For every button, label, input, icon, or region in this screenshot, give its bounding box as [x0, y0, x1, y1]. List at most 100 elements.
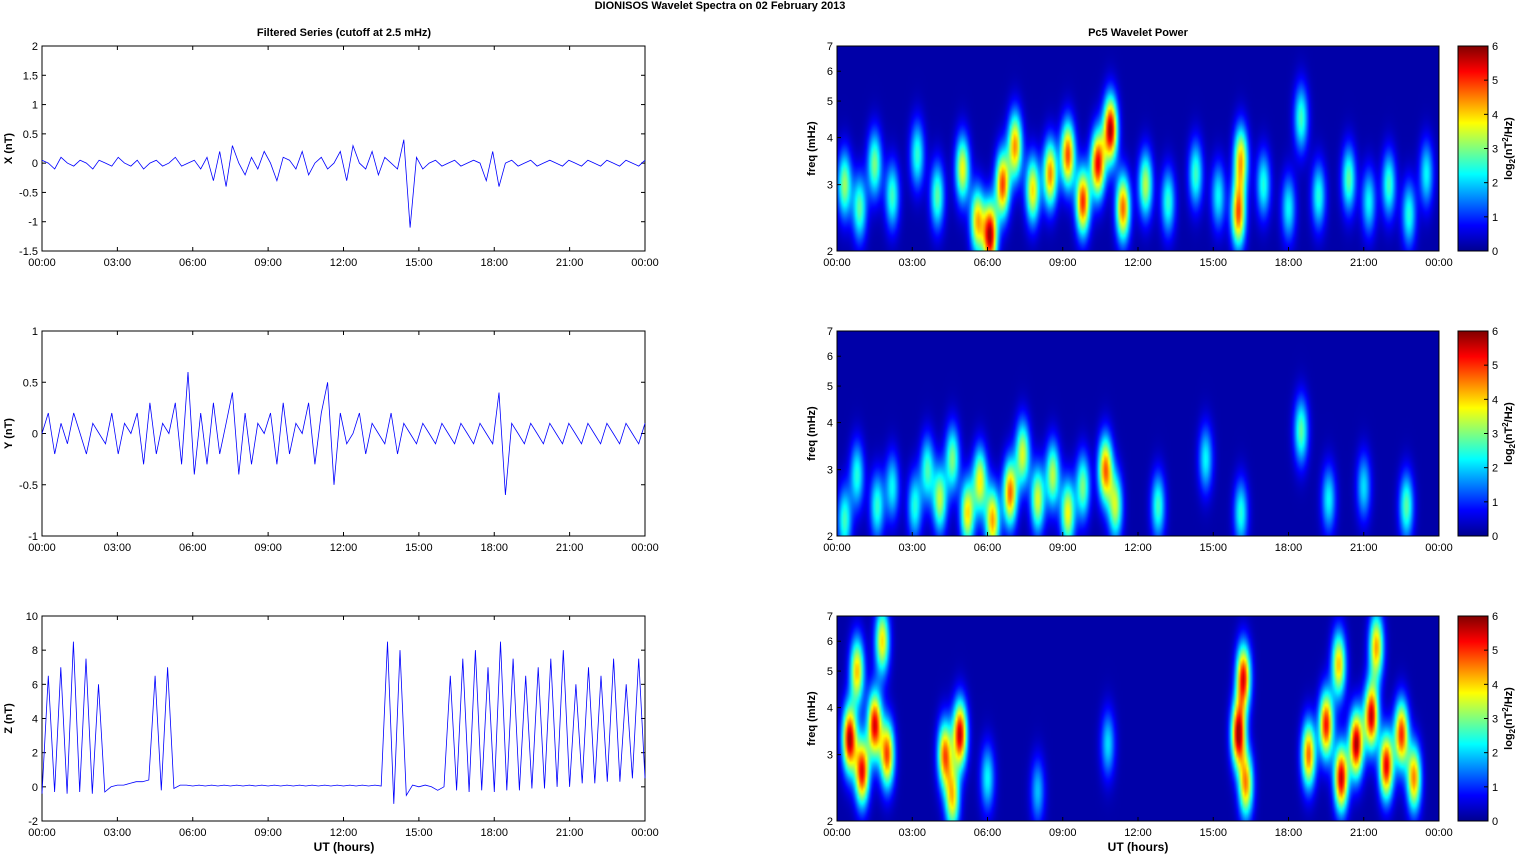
colorbar-tick-label: 4 [1492, 679, 1498, 691]
filtered-series-panels: 21.510.50-0.5-1-1.500:00 03:00 06:00 09:00 1… [3, 41, 659, 839]
x-tick-label: 06:00 [974, 542, 1002, 554]
x-tick-label: 03:00 [898, 257, 926, 269]
colorbar-tick-label: 2 [1492, 463, 1498, 475]
colorbar-gradient [1457, 615, 1489, 822]
colorbar-label: log2(nT2/Hz) [1501, 117, 1517, 180]
colorbar-tick-label: 3 [1492, 714, 1498, 726]
x-tick-label: 09:00 [254, 542, 282, 554]
y-tick-label: -0.5 [19, 187, 38, 199]
y-tick-label: 4 [827, 133, 833, 145]
y-tick-label: 3 [827, 180, 833, 192]
series-panel-y: 10.50-0.5-100:00 03:00 06:00 09:00 12:00 15:0… [3, 326, 659, 554]
x-tick-label: 03:00 [104, 827, 132, 839]
y-axis-label: freq (mHz) [806, 121, 818, 176]
colorbar-tick-label: 5 [1492, 645, 1498, 657]
plot-frame [41, 615, 646, 822]
colorbar-tick-label: 0 [1492, 531, 1498, 543]
series-line [41, 371, 646, 496]
x-tick-label: 21:00 [1350, 257, 1378, 269]
x-tick-label: 21:00 [556, 827, 584, 839]
colorbar-gradient [1457, 330, 1489, 537]
colorbar-tick-label: 3 [1492, 429, 1498, 441]
colorbar-tick-label: 1 [1492, 782, 1498, 794]
plot-frame [41, 45, 646, 252]
plot-frame [41, 330, 646, 537]
colorbar-tick-label: 2 [1492, 748, 1498, 760]
y-tick-label: 2 [827, 816, 833, 828]
x-tick-label: 18:00 [480, 542, 508, 554]
x-tick-label: 18:00 [480, 827, 508, 839]
colorbar-tick-label: 0 [1492, 816, 1498, 828]
y-tick-label: -1 [28, 531, 38, 543]
y-tick-label: 7 [827, 611, 833, 623]
y-tick-label: 6 [827, 636, 833, 648]
x-tick-label: 21:00 [556, 542, 584, 554]
x-tick-label: 12:00 [1124, 827, 1152, 839]
x-tick-label: 18:00 [1275, 827, 1303, 839]
x-tick-label: 03:00 [104, 542, 132, 554]
x-tick-label: 03:00 [898, 542, 926, 554]
x-tick-label: 00:00 [1425, 827, 1453, 839]
colorbar: 0 1 2 3 4 5 6 log2(nT2/Hz) [1457, 326, 1517, 543]
colorbar-tick-label: 4 [1492, 394, 1498, 406]
x-tick-label: 15:00 [405, 827, 433, 839]
y-tick-label: 7 [827, 41, 833, 53]
x-tick-label: 06:00 [179, 257, 207, 269]
wavelet-power-panels: 2 3 4 5 6 7 00:00 03:00 06:00 09:00 12:00 15:00 18:0… [806, 41, 1517, 839]
x-tick-label: 00:00 [823, 257, 851, 269]
series-line [41, 641, 646, 804]
x-tick-label: 06:00 [974, 257, 1002, 269]
x-tick-label: 00:00 [28, 257, 56, 269]
series-line [41, 139, 646, 228]
colorbar-tick-label: 6 [1492, 326, 1498, 338]
x-tick-label: 15:00 [405, 257, 433, 269]
x-tick-label: 12:00 [330, 257, 358, 269]
y-axis-label: Y (nT) [3, 418, 15, 449]
y-tick-label: 5 [827, 666, 833, 678]
y-tick-label: 3 [827, 750, 833, 762]
y-tick-label: 0 [32, 782, 38, 794]
x-tick-label: 09:00 [1049, 542, 1077, 554]
y-axis-label: X (nT) [3, 133, 15, 164]
x-tick-label: 03:00 [104, 257, 132, 269]
wavelet-power-heatmap [837, 616, 1439, 821]
x-tick-label: 09:00 [1049, 827, 1077, 839]
x-tick-label: 15:00 [1199, 257, 1227, 269]
x-tick-label: 18:00 [480, 257, 508, 269]
x-tick-label: 12:00 [330, 827, 358, 839]
y-axis-label: freq (mHz) [806, 691, 818, 746]
x-tick-label: 00:00 [631, 542, 659, 554]
y-tick-label: 2 [32, 748, 38, 760]
x-tick-label: 06:00 [179, 827, 207, 839]
y-tick-label: 0 [32, 158, 38, 170]
x-tick-label: 18:00 [1275, 542, 1303, 554]
x-tick-label: 00:00 [823, 542, 851, 554]
y-tick-label: 5 [827, 381, 833, 393]
x-tick-label: 00:00 [1425, 257, 1453, 269]
y-tick-label: 6 [827, 351, 833, 363]
y-tick-label: 5 [827, 96, 833, 108]
x-tick-label: 12:00 [330, 542, 358, 554]
y-tick-label: 2 [827, 531, 833, 543]
wavelet-power-heatmap [837, 46, 1439, 251]
y-tick-label: 2 [827, 246, 833, 258]
x-tick-label: 15:00 [405, 542, 433, 554]
x-tick-label: 00:00 [823, 827, 851, 839]
colorbar-tick-label: 0 [1492, 246, 1498, 258]
x-tick-label: 09:00 [1049, 257, 1077, 269]
x-tick-label: 21:00 [1350, 827, 1378, 839]
x-tick-label: 06:00 [179, 542, 207, 554]
right-column-title: Pc5 Wavelet Power [1088, 27, 1189, 39]
spectrum-panel-z: 2 3 4 5 6 7 00:00 03:00 06:00 09:00 12:00 15:00 18:0… [806, 611, 1517, 839]
colorbar-tick-label: 6 [1492, 611, 1498, 623]
x-tick-label: 00:00 [28, 827, 56, 839]
y-tick-label: 1.5 [23, 70, 38, 82]
y-tick-label: -2 [28, 816, 38, 828]
x-tick-label: 00:00 [631, 827, 659, 839]
y-tick-label: 7 [827, 326, 833, 338]
colorbar-tick-label: 2 [1492, 178, 1498, 190]
series-panel-x: 21.510.50-0.5-1-1.500:00 03:00 06:00 09:00 1… [3, 41, 659, 269]
y-tick-label: 10 [26, 611, 38, 623]
